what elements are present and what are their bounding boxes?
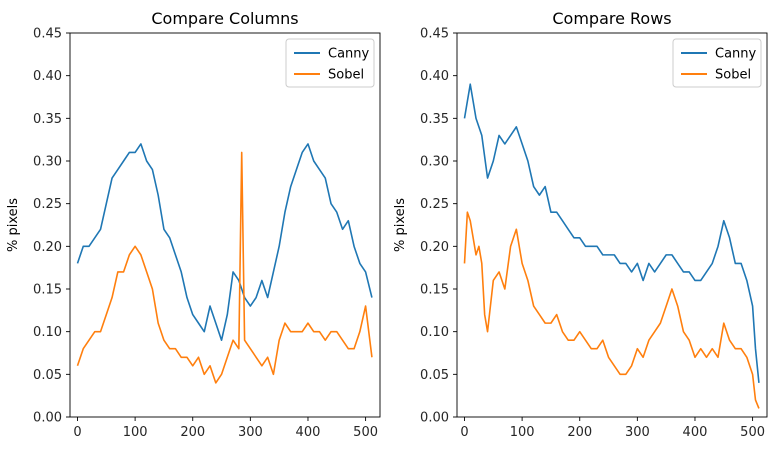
rows-ylabel: % pixels <box>393 198 408 252</box>
columns-xtick-label: 0 <box>73 425 81 440</box>
columns-axes-frame <box>69 32 381 418</box>
rows-legend-label-sobel: Sobel <box>715 68 751 83</box>
rows-plot-area <box>457 33 767 417</box>
rows-series-canny-line <box>463 83 760 383</box>
columns-ytick-label: 0.45 <box>33 27 62 42</box>
columns-ytick-label: 0.10 <box>33 325 62 340</box>
rows-xtick-label: 400 <box>683 425 708 440</box>
columns-legend-label-sobel: Sobel <box>328 68 364 83</box>
columns-ytick-label: 0.40 <box>33 69 62 84</box>
columns-legend-label-canny: Canny <box>328 47 370 62</box>
rows-legend: Canny Sobel <box>672 38 762 88</box>
columns-xtick-label: 500 <box>353 425 378 440</box>
rows-ytick-label: 0.25 <box>420 197 449 212</box>
rows-xtick-label: 100 <box>510 425 535 440</box>
rows-series-sobel-line <box>463 211 760 409</box>
columns-ytick-label: 0.35 <box>33 112 62 127</box>
rows-xtick-label: 300 <box>625 425 650 440</box>
rows-xtick-label: 0 <box>460 425 468 440</box>
rows-ytick-label: 0.00 <box>420 411 449 426</box>
columns-xtick-label: 300 <box>238 425 263 440</box>
columns-xtick-label: 200 <box>180 425 205 440</box>
columns-xtick-label: 400 <box>296 425 321 440</box>
rows-ytick-label: 0.45 <box>420 27 449 42</box>
columns-ytick-label: 0.05 <box>33 368 62 383</box>
rows-axes-frame <box>456 32 768 418</box>
columns-xtick-label: 100 <box>123 425 148 440</box>
rows-ytick-label: 0.20 <box>420 240 449 255</box>
rows-xtick-label: 200 <box>567 425 592 440</box>
rows-chart: 0 100 200 300 400 500 0.00 0.05 0.10 0.15 0.20 0.25… <box>393 9 768 440</box>
columns-ytick-label: 0.25 <box>33 197 62 212</box>
columns-legend: Canny Sobel <box>285 38 375 88</box>
rows-chart-title: Compare Rows <box>552 9 671 28</box>
columns-series-canny-line <box>76 143 373 342</box>
columns-ytick-label: 0.20 <box>33 240 62 255</box>
columns-plot-area <box>70 33 380 417</box>
columns-chart: 0 100 200 300 400 500 0.00 0.05 0.10 0.15 0.20 0.25… <box>6 9 381 440</box>
rows-ytick-label: 0.40 <box>420 69 449 84</box>
rows-ytick-label: 0.05 <box>420 368 449 383</box>
rows-ytick-label: 0.15 <box>420 283 449 298</box>
columns-series-sobel-line <box>76 151 373 384</box>
rows-ytick-label: 0.30 <box>420 155 449 170</box>
columns-ytick-label: 0.30 <box>33 155 62 170</box>
rows-ytick-label: 0.35 <box>420 112 449 127</box>
columns-ylabel: % pixels <box>6 198 21 252</box>
rows-legend-label-canny: Canny <box>715 47 757 62</box>
rows-xtick-label: 500 <box>740 425 765 440</box>
columns-chart-title: Compare Columns <box>151 9 298 28</box>
columns-ytick-label: 0.15 <box>33 283 62 298</box>
columns-ytick-label: 0.00 <box>33 411 62 426</box>
rows-ytick-label: 0.10 <box>420 325 449 340</box>
